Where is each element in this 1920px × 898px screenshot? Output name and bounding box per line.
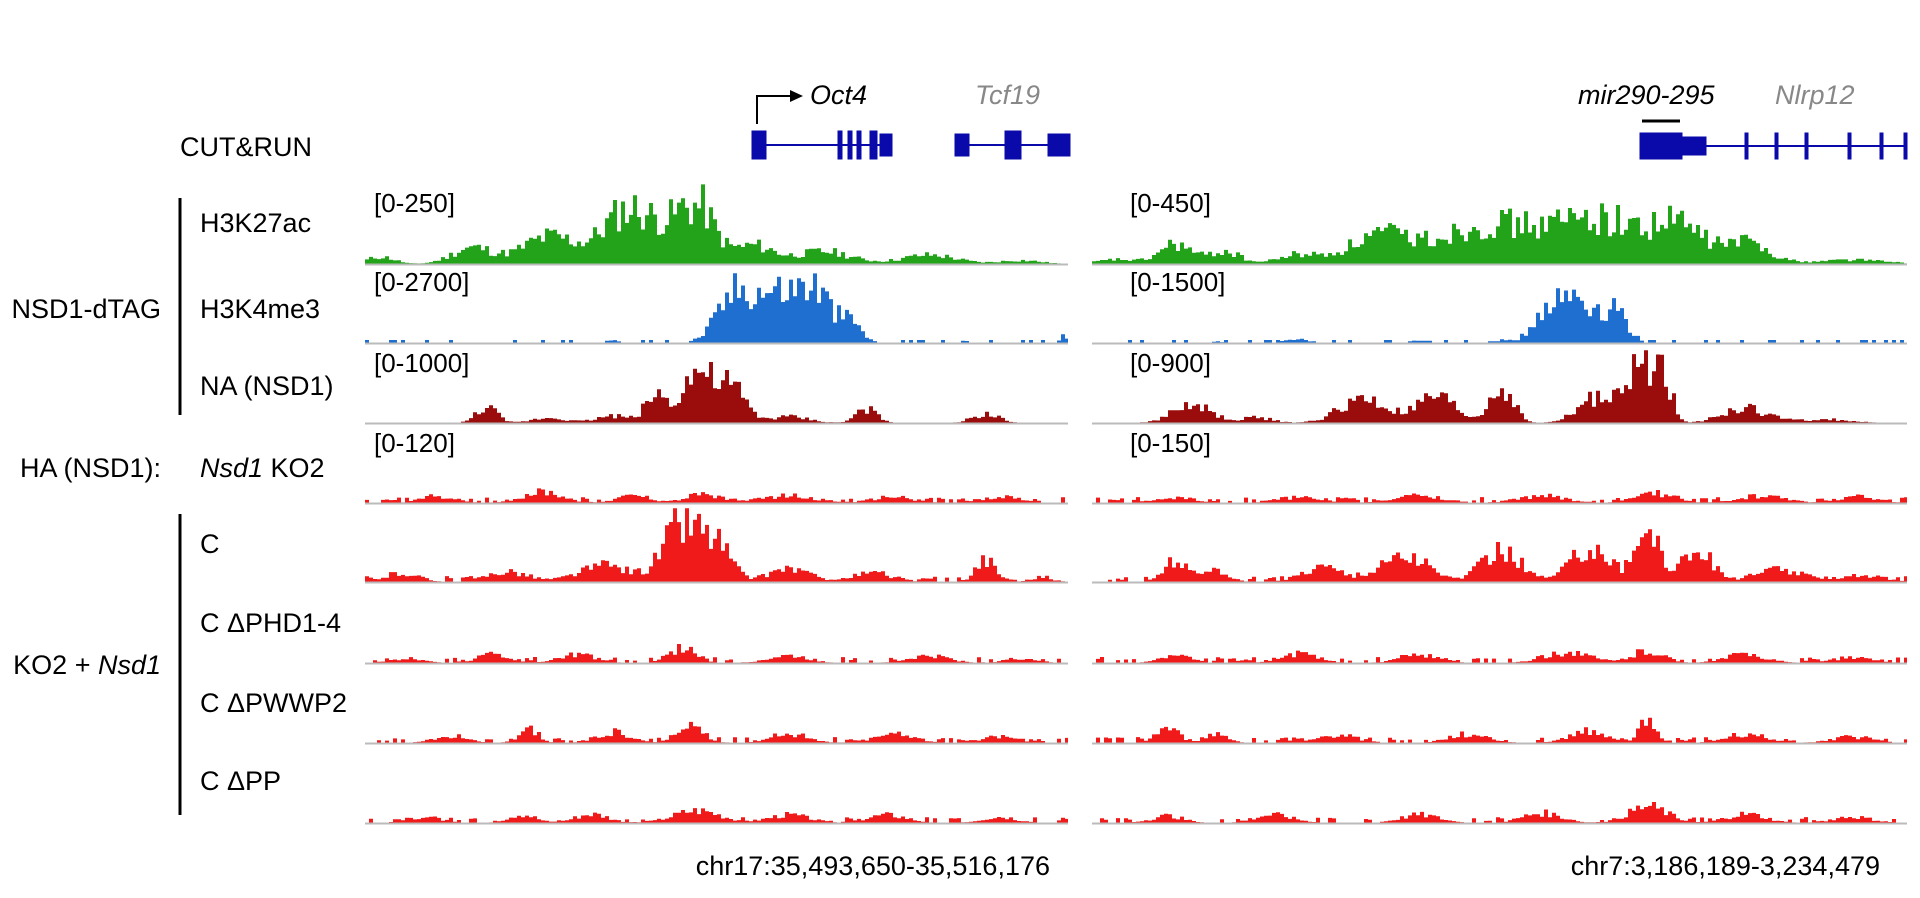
track-label-c_dpwwp: C ΔPWWP2 [200,688,347,718]
track-label-c_dpp: C ΔPP [200,766,281,796]
range-h3k27ac-left: [0-250] [374,188,455,218]
range-h3k4me3-right: [0-1500] [1130,267,1225,297]
signal-na-left [365,362,1068,423]
coordinate-right: chr7:3,186,189-3,234,479 [1571,851,1880,881]
signal-h3k27ac-left [365,184,1068,264]
signal-na-right [1092,350,1907,423]
gene-track-right: mir290-295 Nlrp12 [1578,80,1908,160]
gene-model-nlrp12 [1639,132,1908,160]
signal-h3k4me3-left [365,273,1068,343]
gene-label-mir290-295: mir290-295 [1578,80,1716,110]
range-ko2-left: [0-120] [374,428,455,458]
gene-label-nlrp12: Nlrp12 [1775,80,1855,110]
signal-c_dpp-left [365,808,1068,823]
signal-c_dpp-right [1092,802,1907,823]
assay-label: CUT&RUN [180,132,312,162]
range-na-right: [0-900] [1130,348,1211,378]
signal-c-left [365,508,1068,582]
gene-model-tcf19 [954,130,1071,160]
track-label-ko2: Nsd1 KO2 [200,453,325,483]
track-label-c_dphd: C ΔPHD1-4 [200,608,341,638]
range-h3k4me3-left: [0-2700] [374,267,469,297]
signal-ko2-right [1092,490,1907,503]
range-na-left: [0-1000] [374,348,469,378]
track-label-h3k4me3: H3K4me3 [200,294,320,324]
coordinate-left: chr17:35,493,650-35,516,176 [696,851,1050,881]
signal-ko2-left [365,488,1068,503]
range-ko2-right: [0-150] [1130,428,1211,458]
gene-model-oct4 [751,130,893,160]
signal-tracks: H3K27ac [0-250] [0-450] H3K4me3 [0-2700] [0-1… [200,184,1907,825]
signal-c_dphd-left [365,644,1068,663]
group-label-ha: HA (NSD1): [20,453,161,483]
group-label-rescue: KO2 + Nsd1 [13,650,161,680]
signal-c_dpwwp-right [1092,717,1907,743]
tss-arrowhead-icon [790,90,803,102]
signal-c-right [1092,529,1907,582]
tss-arrow-icon [756,95,790,124]
signal-c_dpwwp-left [365,721,1068,743]
track-label-c: C [200,529,220,559]
signal-h3k27ac-right [1092,203,1907,264]
track-label-h3k27ac: H3K27ac [200,208,311,238]
signal-c_dphd-right [1092,649,1907,663]
gene-label-tcf19: Tcf19 [975,80,1040,110]
range-h3k27ac-right: [0-450] [1130,188,1211,218]
gene-track-left: Oct4 Tcf19 [751,80,1071,160]
group-label-dtag: NSD1-dTAG [11,294,161,324]
gene-label-oct4: Oct4 [810,80,867,110]
track-label-na: NA (NSD1) [200,371,334,401]
